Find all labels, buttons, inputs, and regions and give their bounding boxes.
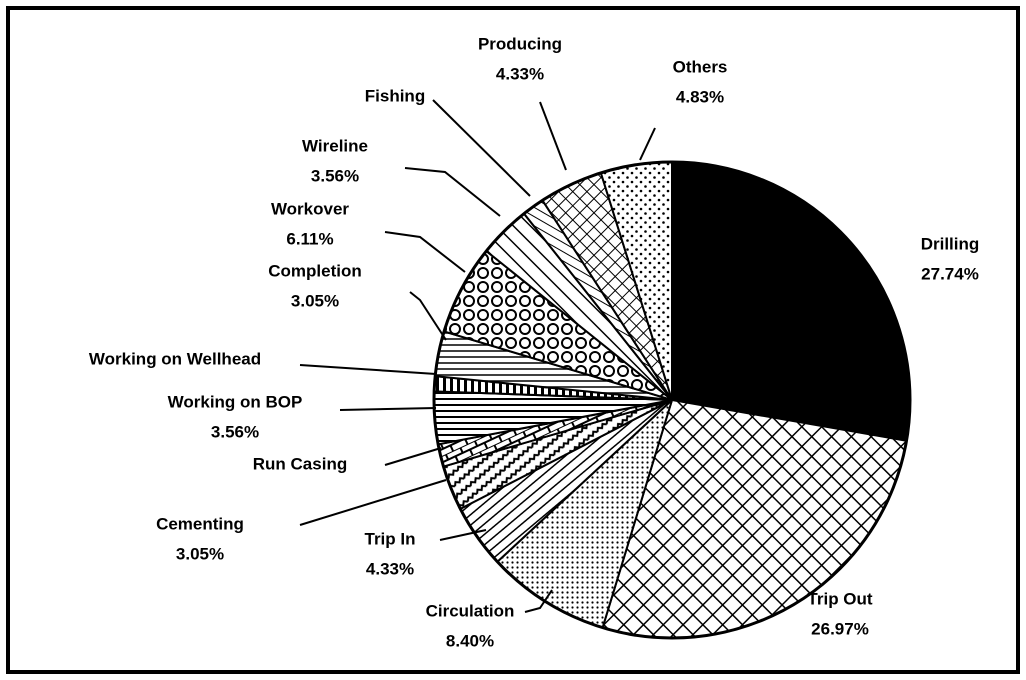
leader-line — [384, 447, 442, 466]
leader-line — [384, 231, 466, 273]
slice-value-label: 3.05% — [291, 291, 339, 310]
leader-line — [339, 407, 437, 411]
slice-value-label: 3.56% — [211, 422, 259, 441]
slice-label: Wireline — [302, 136, 368, 155]
slice-label: Producing — [478, 34, 562, 53]
pie-slice — [671, 160, 911, 442]
slice-value-label: 4.83% — [676, 87, 724, 106]
slice-label: Run Casing — [253, 454, 347, 473]
slice-value-label: 4.33% — [366, 559, 414, 578]
frame — [6, 6, 1020, 674]
leader-line — [539, 101, 567, 171]
slice-label: Trip Out — [807, 589, 873, 608]
slice-label: Circulation — [426, 601, 515, 620]
slice-value-label: 3.05% — [176, 544, 224, 563]
slice-value-label: 6.11% — [286, 229, 333, 248]
slice-label: Working on Wellhead — [89, 349, 261, 368]
leader-line — [524, 589, 553, 613]
slice-value-label: 26.97% — [811, 619, 869, 638]
slice-label: Trip In — [365, 529, 416, 548]
slice-value-label: 4.33% — [496, 64, 544, 83]
leader-line — [299, 364, 437, 375]
pie-outline — [432, 160, 912, 640]
leader-line — [299, 479, 447, 526]
slice-label: Fishing — [365, 86, 425, 105]
slice-value-label: 3.56% — [311, 166, 359, 185]
slice-value-label: 27.74% — [921, 264, 979, 283]
slice-label: Others — [673, 57, 728, 76]
slice-label: Completion — [268, 261, 362, 280]
slice-label: Workover — [271, 199, 349, 218]
leader-line — [432, 99, 531, 197]
slice-value-label: 8.40% — [446, 631, 494, 650]
leader-line — [409, 291, 447, 341]
slice-label: Cementing — [156, 514, 244, 533]
slice-label: Working on BOP — [168, 392, 303, 411]
leader-line — [639, 127, 656, 161]
slice-label: Drilling — [921, 234, 980, 253]
leader-line — [439, 529, 487, 541]
leader-line — [404, 167, 501, 217]
